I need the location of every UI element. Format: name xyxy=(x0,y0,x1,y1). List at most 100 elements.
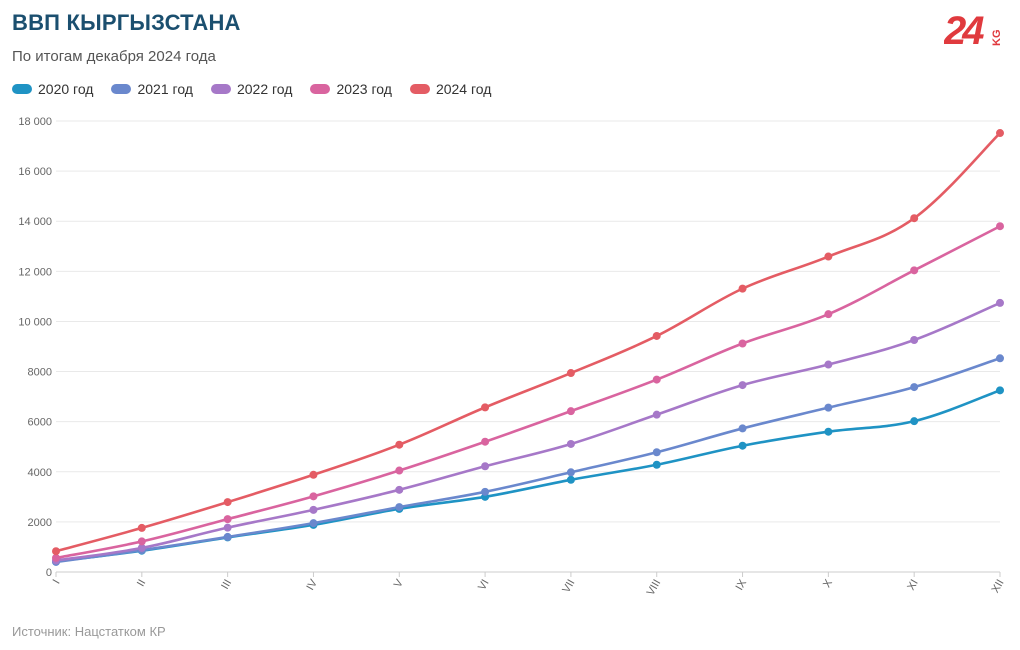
data-point-2024 xyxy=(824,252,833,261)
legend-swatch-2023 xyxy=(310,84,331,94)
series-points xyxy=(52,129,1004,566)
data-point-2021 xyxy=(996,354,1004,363)
data-point-2022 xyxy=(309,505,318,514)
data-point-2024 xyxy=(996,129,1004,138)
legend-swatch-2021 xyxy=(111,84,132,94)
data-point-2022 xyxy=(481,462,490,471)
brand-logo: 24 KG xyxy=(944,10,1003,50)
series-line-2024 xyxy=(54,131,1002,553)
data-point-2024 xyxy=(309,470,318,479)
x-tick-label: IX xyxy=(734,577,750,593)
grid-lines xyxy=(56,120,1000,523)
data-point-2021 xyxy=(824,403,833,412)
x-tick-label: III xyxy=(219,578,234,592)
data-point-2021 xyxy=(566,468,575,477)
data-point-2022 xyxy=(223,523,232,532)
x-tick-label: IV xyxy=(304,577,320,593)
data-point-2021 xyxy=(309,519,318,528)
data-point-2024 xyxy=(395,440,404,449)
data-point-2020 xyxy=(996,386,1004,395)
data-point-2022 xyxy=(738,381,747,390)
x-tick-label: VI xyxy=(476,578,492,593)
y-tick-label: 6000 xyxy=(28,417,52,429)
data-point-2024 xyxy=(223,498,232,507)
data-point-2023 xyxy=(996,222,1004,231)
y-tick-label: 16 000 xyxy=(18,166,52,178)
series-line-2022 xyxy=(54,301,1002,562)
data-point-2020 xyxy=(566,475,575,484)
logo-suffix: KG xyxy=(991,30,1003,47)
data-point-2023 xyxy=(824,310,833,319)
x-tick-label: XII xyxy=(989,578,1006,596)
chart-legend: 2020 год 2021 год 2022 год 2023 год 2024… xyxy=(12,80,491,98)
x-tick-label: I xyxy=(51,578,63,587)
data-point-2024 xyxy=(652,331,661,340)
chart-title: ВВП КЫРГЫЗСТАНА xyxy=(12,10,241,35)
legend-item-2021[interactable]: 2021 год xyxy=(111,81,193,97)
data-point-2023 xyxy=(309,492,318,501)
data-point-2024 xyxy=(738,284,747,293)
y-tick-label: 8000 xyxy=(28,367,52,379)
legend-item-2020[interactable]: 2020 год xyxy=(12,81,93,97)
x-tick-label: VII xyxy=(560,578,577,596)
legend-swatch-2020 xyxy=(12,84,32,94)
series-lines xyxy=(54,131,1002,564)
x-tick-label: V xyxy=(392,577,406,590)
data-point-2020 xyxy=(738,441,747,450)
data-point-2024 xyxy=(910,214,919,223)
data-point-2022 xyxy=(566,439,575,448)
data-point-2023 xyxy=(52,553,60,562)
data-point-2021 xyxy=(652,448,661,457)
data-point-2022 xyxy=(910,335,919,344)
y-tick-label: 0 xyxy=(46,567,52,579)
y-tick-label: 12 000 xyxy=(18,266,52,278)
data-point-2024 xyxy=(481,403,490,412)
legend-item-2023[interactable]: 2023 год xyxy=(310,81,392,97)
legend-label-2021: 2021 год xyxy=(137,81,193,97)
data-point-2021 xyxy=(395,503,404,512)
legend-label-2023: 2023 год xyxy=(336,81,392,97)
legend-label-2024: 2024 год xyxy=(435,81,492,97)
legend-label-2020: 2020 год xyxy=(38,81,94,97)
data-point-2022 xyxy=(137,543,146,552)
legend-swatch-2024 xyxy=(409,84,430,94)
data-point-2021 xyxy=(910,383,919,392)
series-line-2023 xyxy=(54,224,1002,560)
x-tick-label: XI xyxy=(905,578,921,593)
data-point-2024 xyxy=(137,523,146,532)
x-tick-label: X xyxy=(821,577,835,590)
y-tick-label: 18 000 xyxy=(18,116,52,128)
data-point-2024 xyxy=(52,547,60,556)
data-point-2022 xyxy=(824,360,833,369)
data-point-2022 xyxy=(996,298,1004,307)
data-point-2023 xyxy=(395,466,404,475)
data-point-2021 xyxy=(481,487,490,496)
data-point-2022 xyxy=(652,410,661,419)
axes: 0 2000 4000 6000 8000 10 000 12 000 14 000 16 00… xyxy=(18,116,1006,598)
data-point-2023 xyxy=(652,375,661,384)
y-tick-label: 10 000 xyxy=(18,316,52,328)
legend-label-2022: 2022 год xyxy=(236,81,293,97)
data-point-2022 xyxy=(395,485,404,494)
legend-item-2022[interactable]: 2022 год xyxy=(210,81,293,97)
y-tick-label: 14 000 xyxy=(18,216,52,228)
data-point-2023 xyxy=(481,437,490,446)
data-point-2023 xyxy=(223,515,232,524)
data-point-2020 xyxy=(824,427,833,436)
data-point-2021 xyxy=(223,532,232,541)
data-point-2023 xyxy=(566,407,575,416)
x-tick-label: II xyxy=(135,578,148,589)
data-point-2023 xyxy=(137,537,146,546)
y-tick-label: 4000 xyxy=(28,467,52,479)
series-line-2021 xyxy=(54,356,1002,564)
y-tick-label: 2000 xyxy=(28,517,52,529)
source-note: Источник: Нацстатком КР xyxy=(12,624,166,639)
legend-swatch-2022 xyxy=(210,84,231,94)
data-point-2020 xyxy=(652,460,661,469)
data-point-2021 xyxy=(738,424,747,433)
x-tick-label: VIII xyxy=(645,578,664,598)
data-point-2020 xyxy=(910,417,919,426)
data-point-2024 xyxy=(566,369,575,378)
legend-item-2024[interactable]: 2024 год xyxy=(409,81,492,97)
